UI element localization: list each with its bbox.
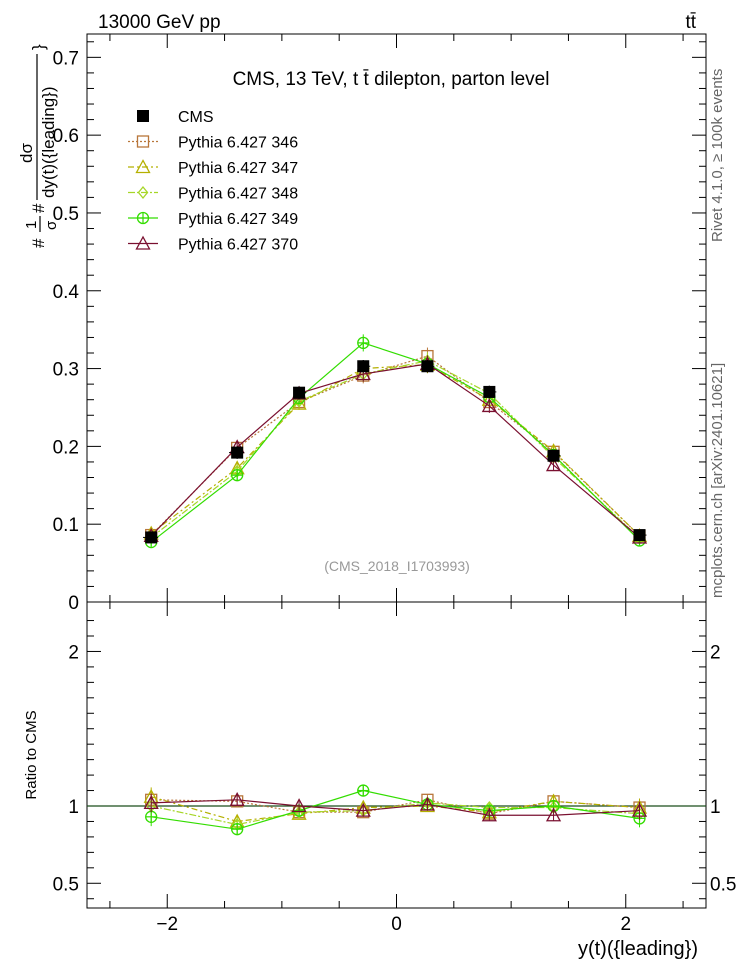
main-axis-ticks: 0 0.1 0.2 0.3 0.4 0.5 0.6 0.7 [53, 34, 706, 614]
ratio-point [631, 802, 648, 817]
ratio-point [419, 796, 436, 811]
ratio-axis-ticks: −2 0 2 0.5 0.5 1 1 2 2 [53, 602, 736, 935]
chart-title: CMS, 13 TeV, t t̄ dilepton, parton level [233, 69, 550, 90]
data-point [145, 531, 158, 544]
series-line [150, 360, 640, 539]
series-1 [145, 347, 646, 543]
series-point [481, 398, 497, 413]
legend-entry-1: Pythia 6.427 346 [128, 135, 298, 152]
data-point [633, 529, 646, 542]
y-tick-label: 0.7 [53, 48, 79, 69]
series-4 [145, 334, 646, 549]
data-point [547, 449, 560, 462]
ratio-series-line [151, 799, 640, 816]
series-3 [145, 352, 645, 545]
y-label-one: 1 [23, 221, 40, 229]
ratio-y-tick-label: 2 [68, 642, 79, 663]
main-series [143, 334, 648, 549]
y-label-dy: dy(t)({leading}) [39, 86, 58, 198]
data-point [421, 360, 434, 373]
y-tick-label: 0.3 [53, 360, 79, 381]
ratio-series-line [151, 802, 640, 826]
rivet-label: Rivet 4.1.0, ≥ 100k events [709, 69, 726, 242]
ratio-point [357, 784, 370, 797]
y-label-brace: } [29, 44, 48, 50]
series-point [357, 336, 370, 350]
analysis-id: (CMS_2018_I1703993) [324, 558, 470, 574]
y-tick-label: 0.2 [53, 437, 79, 458]
ratio-point [231, 823, 244, 836]
y-tick-label: 0.4 [53, 282, 80, 303]
ratio-series-line [151, 789, 640, 830]
data-series-cms [143, 360, 647, 544]
ratio-y-tick-label-right: 2 [710, 642, 721, 663]
legend-marker [137, 185, 149, 200]
x-axis-label: y(t)({leading}) [578, 938, 698, 960]
legend-marker [136, 135, 150, 148]
ratio-point [145, 810, 158, 823]
ratio-y-label: Ratio to CMS [23, 710, 40, 799]
data-point [231, 446, 244, 459]
legend-label: Pythia 6.427 349 [178, 211, 298, 228]
legend-entry-cms: CMS [137, 109, 214, 126]
x-tick-label: 2 [620, 914, 631, 935]
ratio-y-tick-label: 1 [68, 797, 79, 818]
ratio-y-tick-label-right: 0.5 [710, 874, 736, 895]
ratio-point [291, 798, 307, 813]
legend-entry-2: Pythia 6.427 347 [128, 159, 298, 177]
legend-label: Pythia 6.427 348 [178, 186, 298, 203]
y-label-sigma: σ [43, 220, 60, 230]
data-point [483, 385, 496, 398]
legend-label: Pythia 6.427 346 [178, 135, 298, 152]
y-tick-label: 0.1 [53, 515, 79, 536]
series-point [355, 366, 371, 381]
y-axis-label: # 1 σ # dσ dy(t)({leading}) } [17, 44, 60, 248]
ratio-point [143, 795, 159, 810]
series-5 [143, 355, 648, 544]
series-line [150, 363, 640, 538]
y-label-hash-1: # [29, 238, 48, 248]
ratio-y-tick-label: 0.5 [53, 874, 79, 895]
process-label: tt̄ [685, 12, 696, 33]
ratio-point [481, 807, 497, 822]
x-tick-label: 0 [391, 914, 402, 935]
y-label-hash-2: # [29, 203, 48, 213]
legend-entry-5: Pythia 6.427 370 [128, 235, 298, 254]
legend-marker [137, 110, 149, 122]
y-label-dsigma: dσ [17, 143, 36, 163]
legend-label: Pythia 6.427 370 [178, 237, 298, 254]
ratio-point [229, 791, 245, 806]
series-line [150, 355, 640, 537]
series-point [545, 457, 562, 472]
legend-label: CMS [178, 109, 214, 126]
y-tick-label: 0 [68, 593, 79, 614]
series-point [231, 469, 244, 482]
legend-entry-4: Pythia 6.427 349 [128, 211, 298, 228]
legend-marker [136, 211, 150, 225]
legend-entry-3: Pythia 6.427 348 [128, 186, 298, 203]
legend: CMS Pythia 6.427 346 Pythia 6.427 347 Pythi… [128, 109, 298, 254]
series-line [150, 342, 640, 543]
ratio-series-5 [143, 791, 648, 822]
data-point [293, 386, 306, 399]
x-tick-label: −2 [156, 914, 178, 935]
legend-marker [135, 235, 151, 250]
ratio-point [545, 807, 562, 822]
ratio-series [87, 784, 706, 836]
y-tick-label: 0.6 [53, 126, 79, 147]
y-tick-label: 0.5 [53, 204, 79, 225]
ratio-y-tick-label-right: 1 [710, 797, 721, 818]
series-2 [143, 356, 648, 543]
site-label: mcplots.cern.ch [arXiv:2401.10621] [709, 363, 726, 598]
ratio-point [355, 802, 371, 817]
ratio-series-4 [145, 784, 646, 836]
energy-label: 13000 GeV pp [98, 12, 221, 33]
ratio-series-3 [145, 796, 645, 832]
series-line [150, 364, 640, 537]
data-point [357, 360, 370, 373]
ratio-plot-frame [86, 601, 707, 909]
legend-label: Pythia 6.427 347 [178, 160, 298, 177]
legend-marker [135, 159, 151, 174]
